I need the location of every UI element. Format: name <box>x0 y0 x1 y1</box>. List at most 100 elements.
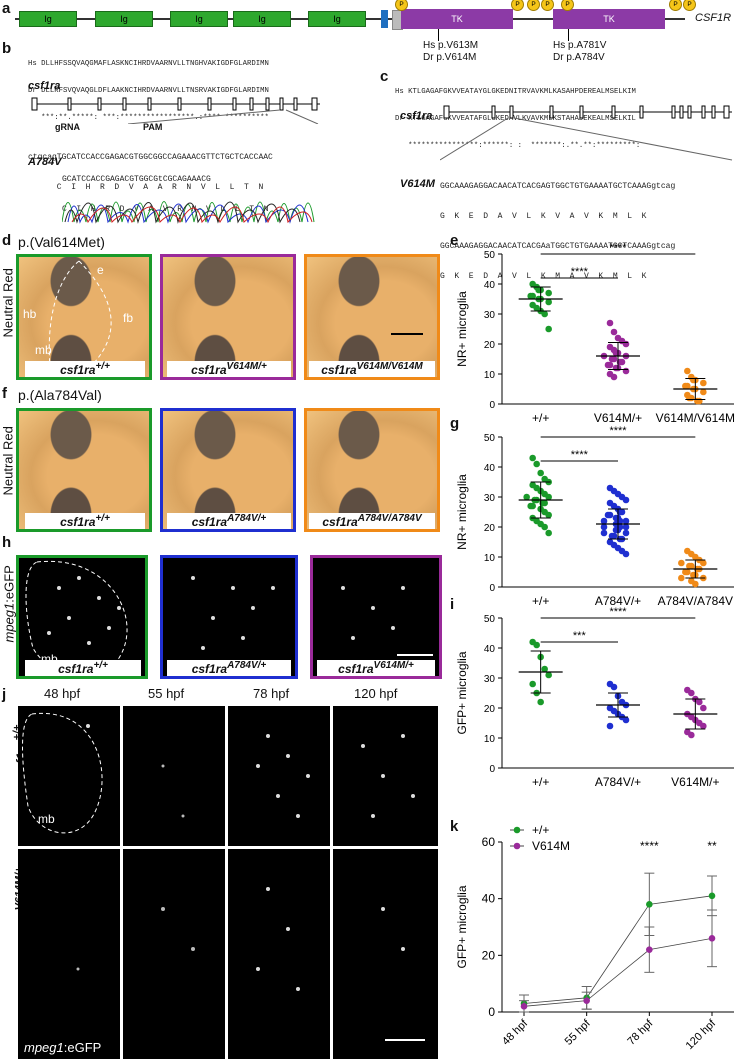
data-point <box>545 298 552 306</box>
mutation-label-1: Hs p.V613M Dr p.V614M <box>423 40 479 63</box>
phospho-site-icon: P <box>561 0 574 11</box>
y-tick-label: 0 <box>489 764 495 775</box>
genotype-caption: csf1raV614M/V614M <box>309 361 435 377</box>
data-point <box>622 523 630 531</box>
series-line <box>523 937 713 1007</box>
data-point <box>686 562 693 570</box>
y-tick-label: 50 <box>484 433 496 444</box>
significance-label: ** <box>707 839 717 853</box>
tk-domain-2: TK <box>553 9 665 29</box>
genotype-caption: csf1raA784V/+ <box>167 660 291 676</box>
mut-label-b: A784V <box>28 156 62 168</box>
data-point <box>583 997 590 1004</box>
x-tick-label: A784V/A784V <box>658 594 733 608</box>
y-tick-label: 20 <box>484 704 496 715</box>
title-f: p.(Ala784Val) <box>18 387 102 403</box>
data-point <box>622 340 630 348</box>
photo-v614m-h: csf1raV614M/+ <box>310 555 442 679</box>
data-point <box>545 289 552 297</box>
chart-e: 0 10 20 30 40 50 NR+ microglia +/+ V614M/+ V614M/… <box>455 242 735 425</box>
data-point <box>541 665 548 673</box>
chart-i: 0 10 20 30 40 50 GFP+ microglia +/+ A784V/+ V614M… <box>455 606 734 789</box>
data-point <box>541 310 548 318</box>
data-point <box>700 388 707 396</box>
data-point <box>604 511 612 519</box>
scale-bar <box>397 654 433 656</box>
data-point <box>541 523 548 531</box>
data-point <box>533 641 540 649</box>
data-point <box>700 379 707 387</box>
y-tick-label: 30 <box>484 310 496 321</box>
y-axis-label: GFP+ microglia <box>455 885 469 968</box>
y-tick-label: 20 <box>484 523 496 534</box>
stain-label-d: Neutral Red <box>0 268 16 338</box>
panel-label-i: i <box>450 596 455 613</box>
x-tick-label: V614M/V614M <box>656 411 735 425</box>
data-point <box>622 496 630 504</box>
phospho-site-icon: P <box>395 0 408 11</box>
tm-domain <box>381 10 388 28</box>
data-point <box>688 731 695 739</box>
chromatogram <box>62 201 315 224</box>
x-tick-label: +/+ <box>532 775 549 789</box>
reporter-label-j: mpeg1:eGFP <box>24 1040 102 1055</box>
panel-label-f: f <box>2 385 7 402</box>
y-tick-label: 10 <box>484 734 496 745</box>
y-tick-label: 0 <box>488 1005 495 1019</box>
genotype-caption: csf1ra+/+ <box>25 513 145 529</box>
photo-wt-d: e hb mb fb csf1ra+/+ <box>16 254 152 380</box>
ig-domain-3: Ig <box>170 11 228 27</box>
photo-j-wt-78 <box>228 706 330 846</box>
data-point <box>545 325 552 333</box>
phospho-site-icon: P <box>527 0 540 11</box>
genotype-caption: csf1raV614M/+ <box>317 660 435 676</box>
panel-label-a: a <box>2 0 11 17</box>
alignment-b: Hs DLLHFSSQVAQGMAFLASKNCIHRDVAARNVLLTNGH… <box>28 60 269 122</box>
data-point <box>646 901 653 908</box>
pam-label: PAM <box>143 122 163 132</box>
sequence-c: GGCAAAGAGGACAACATCACGAGTGGCTGTGAAAATGCTC… <box>440 182 676 281</box>
phospho-site-icon: P <box>541 0 554 11</box>
data-point <box>678 574 685 582</box>
data-point <box>527 502 534 510</box>
panel-label-e: e <box>450 232 459 249</box>
data-point <box>610 328 618 336</box>
data-point <box>610 683 618 691</box>
chart-k: 0 20 40 60 GFP+ microglia 48 hpf 55 hpf 78 hpf 1… <box>455 823 734 1052</box>
phospho-site-icon: P <box>683 0 696 11</box>
data-point <box>606 319 614 327</box>
significance-label: **** <box>640 839 659 853</box>
data-point <box>678 559 685 567</box>
data-point <box>708 892 716 900</box>
chart-g: 0 10 20 30 40 50 NR+ microglia +/+ A784V/+ A784V/… <box>455 425 734 608</box>
mut-label-c: V614M <box>400 178 435 190</box>
data-point <box>600 529 608 537</box>
y-axis-label: NR+ microglia <box>455 474 469 550</box>
significance-label: **** <box>609 606 627 618</box>
data-point <box>604 361 612 369</box>
data-point <box>529 454 536 462</box>
y-tick-label: 40 <box>484 463 496 474</box>
genotype-caption: csf1ra+/+ <box>25 361 145 377</box>
y-tick-label: 40 <box>484 644 496 655</box>
photo-j-mut-55 <box>123 849 225 1059</box>
photo-hom-f: csf1raA784V/A784V <box>304 408 440 532</box>
data-point <box>622 716 630 724</box>
panel-label-j: j <box>2 686 7 703</box>
x-tick-label: 78 hpf <box>625 1017 656 1048</box>
ig-domain-5: Ig <box>308 11 366 27</box>
data-point <box>622 517 630 525</box>
legend-marker <box>513 826 521 834</box>
data-point <box>606 722 614 730</box>
y-tick-label: 20 <box>484 340 496 351</box>
significance-label: **** <box>609 425 627 437</box>
photo-het-d: csf1raV614M/+ <box>160 254 296 380</box>
tk-domain-1: TK <box>401 9 513 29</box>
arrow-down-icon <box>568 29 569 41</box>
x-tick-label: 55 hpf <box>563 1017 594 1048</box>
x-tick-label: V614M/+ <box>671 775 719 789</box>
gene-structure-b <box>31 97 320 124</box>
genotype-caption: csf1raA784V/A784V <box>309 513 435 529</box>
photo-hom-d: csf1raV614M/V614M <box>304 254 440 380</box>
y-tick-label: 50 <box>484 614 496 625</box>
